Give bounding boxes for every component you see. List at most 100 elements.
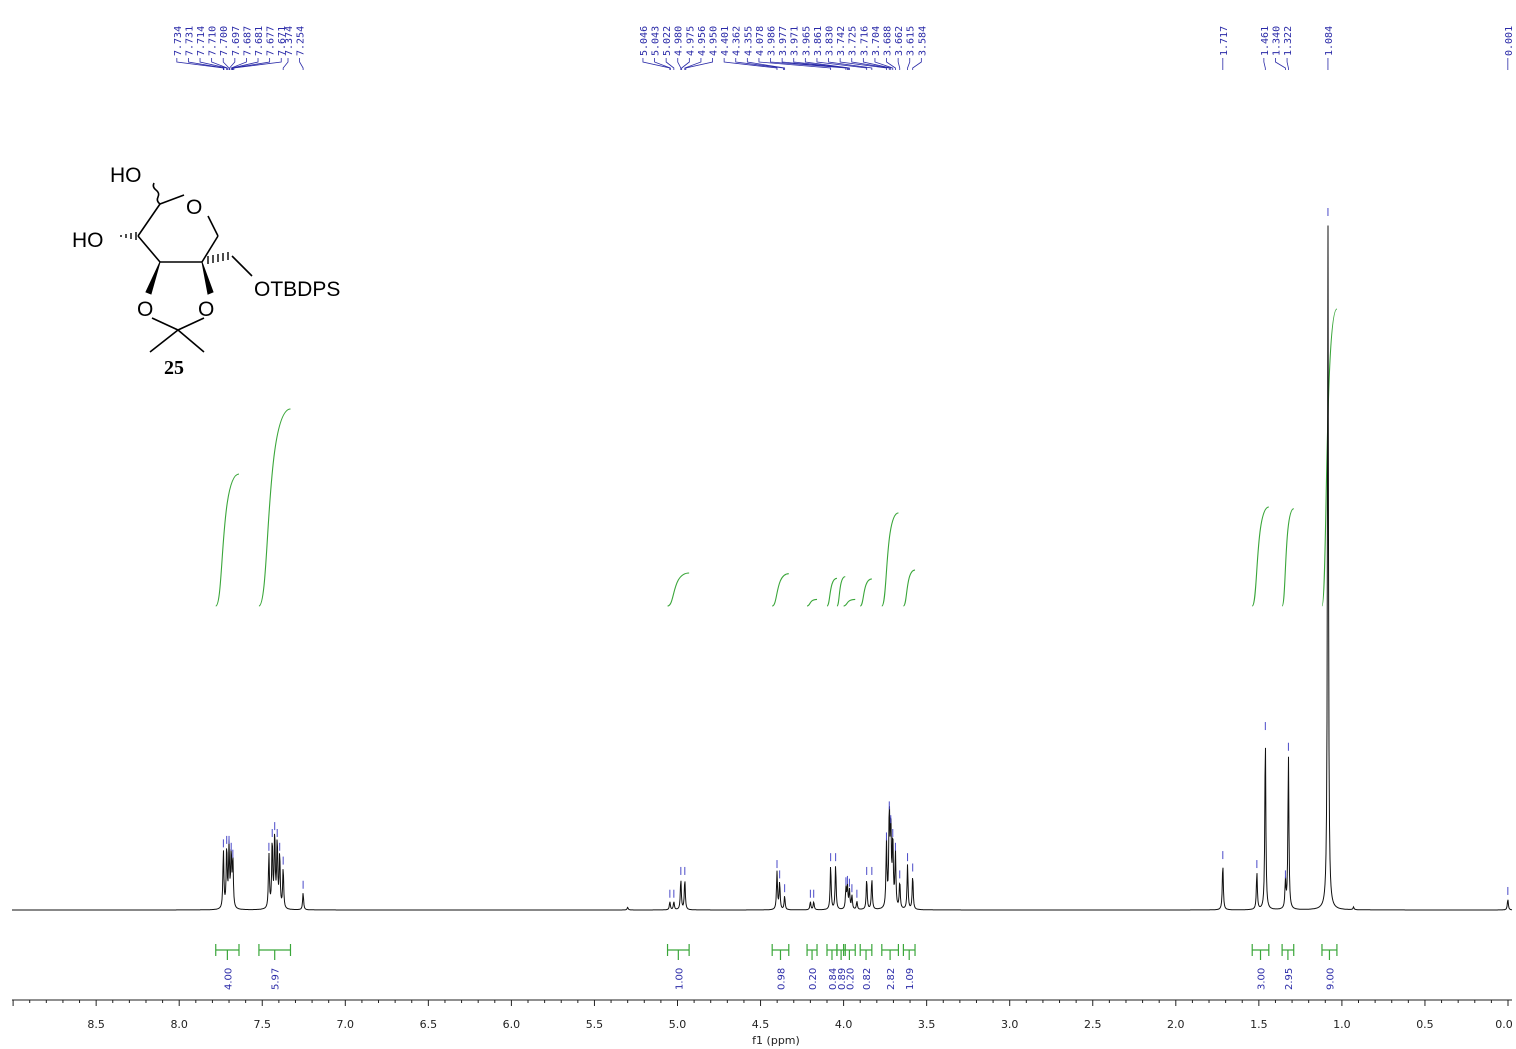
peak-shift-label: 3.742: [836, 26, 847, 56]
chemical-structure: [120, 182, 253, 353]
x-tick-label: 3.0: [1001, 1018, 1019, 1031]
peak-label-leader: [1263, 58, 1266, 70]
x-tick-label: 1.5: [1250, 1018, 1268, 1031]
peak-label-leader: [1286, 58, 1289, 70]
x-tick-label: 5.0: [669, 1018, 687, 1031]
peak-shift-label: 4.401: [720, 26, 731, 56]
x-tick-label: 0.5: [1416, 1018, 1434, 1031]
c2-hydroxyl-label: HO: [72, 229, 104, 252]
peak-label-leader: [681, 58, 690, 70]
compound-number: 25: [164, 357, 184, 379]
peak-label-leader: [222, 58, 230, 70]
peak-shift-label: 3.704: [871, 26, 882, 56]
peak-label-leader: [282, 58, 289, 70]
peak-label-leader: [232, 58, 271, 70]
peak-shift-label: 1.461: [1260, 26, 1271, 56]
peak-shift-label: 3.830: [825, 26, 836, 56]
peak-shift-label: 4.355: [743, 26, 754, 56]
integral-value: 0.20: [808, 968, 819, 990]
peak-shift-label: 3.615: [906, 26, 917, 56]
x-tick-label: 2.5: [1084, 1018, 1102, 1031]
integral-value: 0.89: [837, 968, 848, 990]
x-tick-label: 0.0: [1495, 1018, 1513, 1031]
peak-label-leader: [176, 58, 224, 70]
peak-shift-label: 4.362: [732, 26, 743, 56]
x-tick-label: 4.5: [752, 1018, 770, 1031]
peak-shift-label: 1.717: [1219, 26, 1230, 56]
peak-shift-label: 7.734: [173, 26, 184, 56]
integral-curve: [1281, 508, 1295, 607]
peak-shift-label: 3.725: [848, 26, 859, 56]
peak-shift-label: 7.731: [184, 26, 195, 56]
peak-label-leader: [642, 58, 671, 70]
peak-shift-label: 4.975: [685, 26, 696, 56]
x-tick-label: 6.0: [503, 1018, 521, 1031]
peak-shift-label: 3.584: [917, 26, 928, 56]
peak-label-leader: [230, 58, 247, 70]
peak-label-leader: [781, 58, 848, 70]
peak-label-leader: [231, 58, 259, 70]
peak-shift-label: 7.710: [208, 26, 219, 56]
integral-value: 0.84: [828, 968, 839, 990]
peak-label-leader: [299, 58, 304, 70]
x-axis: 8.5 8.0 7.5 7.0 6.5 6.0 5.5 5.0 4.5 4.0 3.5 3.0 2.5 2…: [12, 999, 1513, 1031]
peak-shift-label: 1.084: [1324, 26, 1335, 56]
peak-label-leader: [211, 58, 228, 70]
peak-label-leader: [862, 58, 892, 70]
peak-shift-label: 7.687: [242, 26, 253, 56]
ring-oxygen-label: O: [186, 196, 202, 219]
integral-curve: [836, 576, 846, 607]
x-tick-label: 3.5: [918, 1018, 936, 1031]
peak-label-leader: [839, 58, 887, 70]
x-tick-label: 7.0: [337, 1018, 355, 1031]
integral-value: 0.82: [862, 968, 873, 990]
x-tick-label: 6.5: [420, 1018, 438, 1031]
integral-curve: [881, 512, 899, 607]
integral-curve: [806, 598, 818, 607]
peak-label-leader: [1275, 58, 1286, 70]
integral-brackets: 4.00 5.97 1.00 0.98 0.20 0.840.890.20 0.82 2.82…: [215, 944, 1338, 990]
integral-curve: [771, 573, 789, 607]
peak-label-leader: [804, 58, 850, 70]
x-tick-label: 4.0: [835, 1018, 853, 1031]
peak-shift-label: 4.950: [709, 26, 720, 56]
peak-label-leader: [886, 58, 896, 70]
x-tick-label: 7.5: [254, 1018, 272, 1031]
peak-shift-label: 5.046: [639, 26, 650, 56]
peak-shift-label: 0.001: [1504, 26, 1515, 56]
peak-label-leader: [816, 58, 868, 70]
peak-label-leader: [188, 58, 225, 70]
x-tick-label: 1.0: [1333, 1018, 1351, 1031]
integral-curve: [1251, 506, 1270, 607]
peak-label-leader: [665, 58, 675, 70]
integral-curve: [843, 598, 856, 607]
integral-curve: [859, 578, 873, 607]
peak-label-leader: [199, 58, 228, 70]
peak-shift-label: 3.662: [894, 26, 905, 56]
integral-value: 2.95: [1284, 968, 1295, 990]
x-tick-label: 2.0: [1167, 1018, 1185, 1031]
peak-shift-label: 7.671: [277, 26, 288, 56]
peak-label-leader: [907, 58, 911, 70]
integral-curve: [215, 473, 240, 607]
peak-label-leader: [677, 58, 682, 70]
peak-shift-label: 1.322: [1283, 26, 1294, 56]
peak-shift-label: 3.977: [778, 26, 789, 56]
peak-shift-label: 7.681: [254, 26, 265, 56]
peak-label-group: 7.734 7.731 7.714 7.710 7.700 7.697 7.687 7.681…: [173, 26, 1515, 70]
integral-curve: [902, 569, 916, 607]
peak-shift-label: 4.980: [674, 26, 685, 56]
integral-value: 9.00: [1325, 968, 1336, 990]
peak-shift-label: 7.254: [296, 26, 307, 56]
peak-label-leader: [229, 58, 236, 70]
dioxolane-oxygen-left-label: O: [137, 298, 153, 321]
anomeric-hydroxyl-label: HO: [110, 164, 142, 187]
x-tick-label: 8.5: [87, 1018, 105, 1031]
integral-curve: [826, 577, 838, 607]
integral-value: 4.00: [223, 968, 234, 990]
peak-shift-label: 3.716: [859, 26, 870, 56]
peak-label-leader: [758, 58, 832, 70]
peak-label-leader: [685, 58, 713, 70]
peak-shift-label: 3.971: [790, 26, 801, 56]
spectrum-trace: [12, 225, 1513, 911]
